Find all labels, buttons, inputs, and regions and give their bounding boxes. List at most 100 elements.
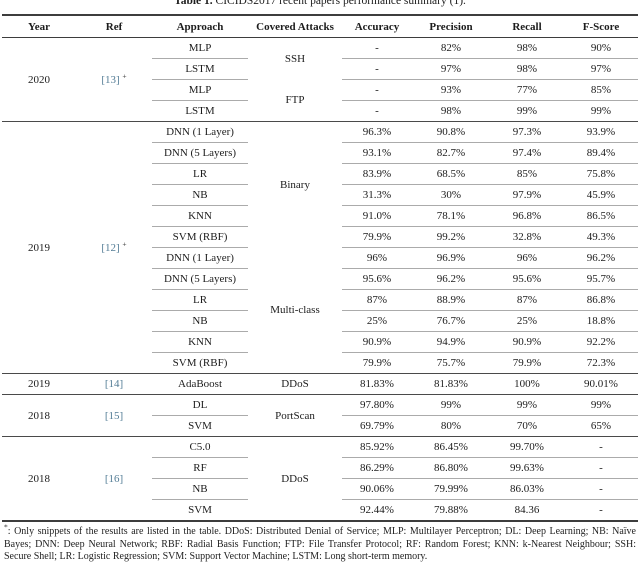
- fscore-cell: 99%: [564, 394, 638, 416]
- precision-cell: 98%: [412, 100, 490, 122]
- recall-cell: 77%: [490, 79, 564, 101]
- fscore-cell: 18.8%: [564, 310, 638, 332]
- accuracy-cell: 96%: [342, 247, 412, 269]
- precision-cell: 90.8%: [412, 121, 490, 143]
- table-row: DNN (1 Layer) Multi-class 96% 96.9% 96% …: [2, 247, 638, 316]
- fscore-cell: 65%: [564, 415, 638, 437]
- accuracy-cell: 86.29%: [342, 457, 412, 479]
- table-caption-text: CICIDS2017 recent papers performance sum…: [215, 0, 466, 7]
- precision-cell: 79.88%: [412, 499, 490, 521]
- recall-cell: 98%: [490, 58, 564, 80]
- table-row: NB 90.06% 79.99% 86.03% -: [2, 478, 638, 500]
- fscore-cell: 85%: [564, 79, 638, 101]
- accuracy-cell: -: [342, 58, 412, 80]
- year-cell: 2019: [2, 373, 76, 395]
- accuracy-cell: -: [342, 79, 412, 101]
- approach-cell: KNN: [152, 205, 248, 227]
- approach-cell: RF: [152, 457, 248, 479]
- recall-cell: 87%: [490, 289, 564, 311]
- table-row: KNN 90.9% 94.9% 90.9% 92.2%: [2, 331, 638, 353]
- citation-link[interactable]: [14]: [104, 378, 124, 390]
- fscore-cell: 90%: [564, 37, 638, 59]
- table-caption: Table 1. CICIDS2017 recent papers perfor…: [0, 0, 640, 11]
- precision-cell: 96.9%: [412, 247, 490, 269]
- attack-cell: DDoS: [248, 436, 342, 521]
- recall-cell: 95.6%: [490, 268, 564, 290]
- ref-cell: [12] +: [76, 121, 152, 374]
- precision-cell: 88.9%: [412, 289, 490, 311]
- header-row: Year Ref Approach Covered Attacks Accura…: [2, 15, 638, 38]
- fscore-cell: -: [564, 478, 638, 500]
- attack-cell: Multi-class: [270, 304, 320, 317]
- column-header-fscore: F-Score: [564, 15, 638, 38]
- precision-cell: 80%: [412, 415, 490, 437]
- recall-cell: 96%: [490, 247, 564, 269]
- table-row: LSTM - 97% 98% 97%: [2, 58, 638, 80]
- precision-cell: 30%: [412, 184, 490, 206]
- attack-cell: FTP: [285, 94, 305, 107]
- column-header-precision: Precision: [412, 15, 490, 38]
- approach-cell: SVM (RBF): [152, 226, 248, 248]
- table-row: RF 86.29% 86.80% 99.63% -: [2, 457, 638, 479]
- accuracy-cell: 79.9%: [342, 226, 412, 248]
- ref-cell: [14]: [76, 373, 152, 395]
- accuracy-cell: 87%: [342, 289, 412, 311]
- year-cell: 2019: [2, 121, 76, 374]
- precision-cell: 82.7%: [412, 142, 490, 164]
- precision-cell: 93%: [412, 79, 490, 101]
- approach-cell: AdaBoost: [152, 373, 248, 395]
- ref-cell: [15]: [76, 394, 152, 437]
- precision-cell: 94.9%: [412, 331, 490, 353]
- table-row: 2019 [14] AdaBoost DDoS 81.83% 81.83% 10…: [2, 373, 638, 395]
- table-row: 2019 [12] + DNN (1 Layer) Binary 96.3% 9…: [2, 121, 638, 374]
- precision-cell: 68.5%: [412, 163, 490, 185]
- citation-link[interactable]: [13]: [101, 73, 120, 86]
- column-header-covered-attacks: Covered Attacks: [248, 15, 342, 38]
- accuracy-cell: 31.3%: [342, 184, 412, 206]
- approach-cell: NB: [152, 310, 248, 332]
- attack-cell: SSH: [248, 37, 342, 80]
- accuracy-cell: 85.92%: [342, 436, 412, 458]
- column-header-accuracy: Accuracy: [342, 15, 412, 38]
- approach-cell: DNN (1 Layer): [152, 247, 248, 269]
- recall-cell: 99.70%: [490, 436, 564, 458]
- fscore-cell: -: [564, 457, 638, 479]
- approach-cell: DNN (5 Layers): [152, 142, 248, 164]
- recall-cell: 32.8%: [490, 226, 564, 248]
- table-caption-label: Table 1.: [174, 0, 213, 7]
- precision-cell: 96.2%: [412, 268, 490, 290]
- citation-link[interactable]: [15]: [104, 409, 124, 422]
- fscore-cell: -: [564, 436, 638, 458]
- approach-cell: MLP: [152, 79, 248, 101]
- accuracy-cell: 90.06%: [342, 478, 412, 500]
- citation-link[interactable]: [16]: [104, 472, 124, 485]
- table-row: SVM (RBF) 79.9% 99.2% 32.8% 49.3%: [2, 226, 638, 248]
- footnote-marker-sup: +: [122, 238, 127, 248]
- fscore-cell: 86.5%: [564, 205, 638, 227]
- asterisk-marker: *: [4, 522, 8, 532]
- accuracy-cell: 69.79%: [342, 415, 412, 437]
- accuracy-cell: -: [342, 100, 412, 122]
- accuracy-cell: 96.3%: [342, 121, 412, 143]
- table-row: 2018 [16] C5.0 DDoS 85.92% 86.45% 99.70%…: [2, 436, 638, 521]
- precision-cell: 75.7%: [412, 352, 490, 374]
- fscore-cell: 93.9%: [564, 121, 638, 143]
- citation-link[interactable]: [12]: [101, 241, 120, 254]
- approach-cell: SVM: [152, 415, 248, 437]
- approach-cell: LR: [152, 163, 248, 185]
- column-header-recall: Recall: [490, 15, 564, 38]
- approach-cell: LR: [152, 289, 248, 311]
- accuracy-cell: 83.9%: [342, 163, 412, 185]
- accuracy-cell: -: [342, 37, 412, 59]
- recall-cell: 70%: [490, 415, 564, 437]
- fscore-cell: 86.8%: [564, 289, 638, 311]
- approach-cell: NB: [152, 478, 248, 500]
- recall-cell: 100%: [490, 373, 564, 395]
- table-row: DNN (5 Layers) 93.1% 82.7% 97.4% 89.4%: [2, 142, 638, 164]
- table-row: LR 83.9% 68.5% 85% 75.8%: [2, 163, 638, 185]
- table-row: KNN 91.0% 78.1% 96.8% 86.5%: [2, 205, 638, 227]
- table-row: MLP FTP - 93% 77% 85%: [2, 79, 638, 106]
- accuracy-cell: 92.44%: [342, 499, 412, 521]
- fscore-cell: -: [564, 499, 638, 521]
- footnote: *: Only snippets of the results are list…: [0, 522, 640, 564]
